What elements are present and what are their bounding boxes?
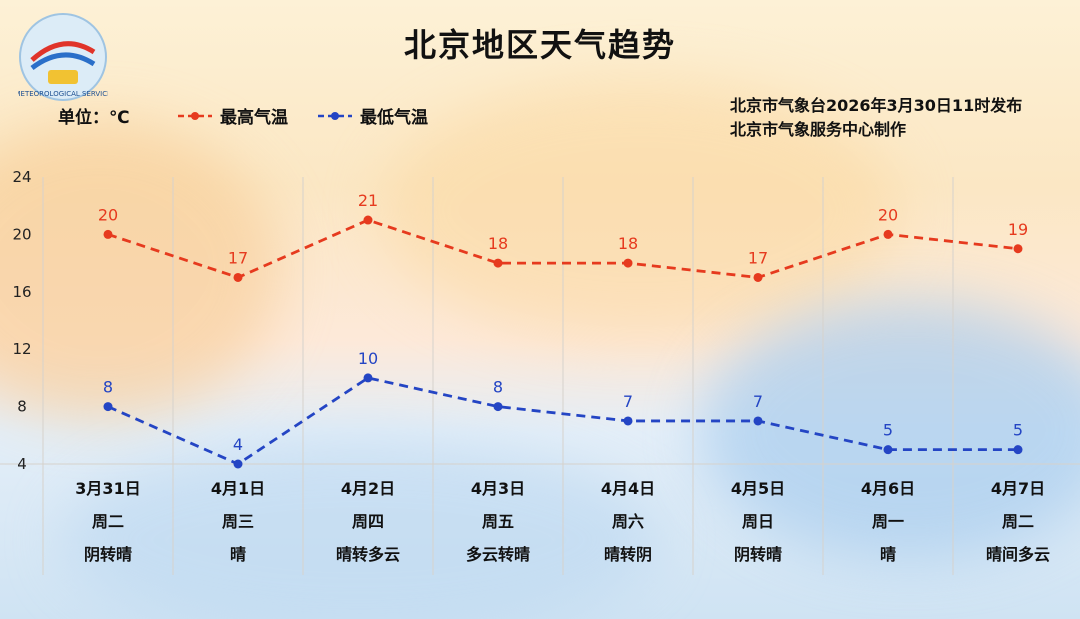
y-tick-label: 20	[12, 225, 31, 243]
unit-label: 单位：℃	[58, 108, 130, 128]
data-label-high: 18	[618, 234, 638, 253]
data-label-low: 7	[753, 392, 763, 411]
x-weather-label: 晴间多云	[986, 545, 1050, 564]
x-weekday-label: 周四	[352, 512, 384, 531]
x-weekday-label: 周五	[482, 512, 514, 531]
data-label-low: 5	[883, 421, 893, 440]
data-label-high: 18	[488, 234, 508, 253]
x-weekday-label: 周二	[1002, 512, 1034, 531]
x-date-label: 4月2日	[341, 479, 395, 498]
page-title: 北京地区天气趋势	[403, 26, 676, 64]
y-tick-label: 24	[12, 168, 31, 186]
data-label-high: 20	[98, 205, 118, 224]
x-weather-label: 阴转晴	[734, 545, 782, 564]
x-date-label: 4月5日	[731, 479, 785, 498]
data-point-high	[623, 258, 633, 268]
x-weather-label: 晴转阴	[604, 545, 652, 564]
data-point-low	[103, 402, 113, 412]
data-label-high: 17	[748, 248, 768, 267]
x-weekday-label: 周日	[742, 512, 774, 531]
data-label-low: 5	[1013, 421, 1023, 440]
data-label-low: 10	[358, 349, 378, 368]
data-label-high: 20	[878, 205, 898, 224]
data-point-low	[623, 416, 633, 426]
meteorological-service-logo: METEOROLOGICAL SERVICE	[18, 13, 108, 101]
data-point-high	[753, 272, 763, 282]
data-label-high: 19	[1008, 220, 1028, 239]
x-weather-label: 阴转晴	[84, 545, 132, 564]
y-tick-label: 12	[12, 340, 31, 358]
series-line-high	[107, 218, 1019, 279]
x-date-label: 3月31日	[75, 479, 140, 498]
data-label-low: 7	[623, 392, 633, 411]
data-point-low	[493, 402, 503, 412]
series-line-low	[107, 376, 1018, 466]
legend-low-label: 最低气温	[360, 108, 428, 128]
x-weekday-label: 周一	[872, 512, 904, 531]
data-point-low	[753, 416, 763, 426]
bg-wash	[700, 300, 1080, 560]
data-point-low	[363, 373, 373, 383]
x-weather-label: 晴	[230, 545, 246, 564]
data-point-high	[1013, 244, 1023, 254]
svg-text:METEOROLOGICAL SERVICE: METEOROLOGICAL SERVICE	[18, 90, 108, 98]
x-date-label: 4月6日	[861, 479, 915, 498]
y-tick-label: 8	[17, 398, 27, 416]
data-point-low	[1013, 445, 1023, 455]
data-label-high: 17	[228, 248, 248, 267]
x-date-label: 4月4日	[601, 479, 655, 498]
y-tick-label: 16	[12, 283, 31, 301]
bg-wash	[380, 80, 900, 340]
x-weather-label: 晴	[880, 545, 896, 564]
legend-low: 最低气温	[318, 103, 428, 128]
issuer-line-2: 北京市气象服务中心制作	[730, 120, 907, 139]
data-label-high: 21	[358, 191, 378, 210]
data-point-low	[883, 445, 893, 455]
x-date-label: 4月7日	[991, 479, 1045, 498]
x-date-label: 4月1日	[211, 479, 265, 498]
x-weather-label: 多云转晴	[466, 545, 530, 564]
data-label-low: 4	[233, 435, 243, 454]
x-weekday-label: 周六	[612, 512, 644, 531]
legend-high-label: 最高气温	[220, 108, 288, 128]
data-label-low: 8	[103, 378, 113, 397]
y-tick-label: 4	[17, 455, 27, 473]
bg-wash	[60, 440, 660, 619]
bg-wash	[0, 120, 280, 420]
data-point-high	[103, 229, 113, 239]
data-point-low	[233, 459, 243, 469]
data-label-low: 8	[493, 378, 503, 397]
x-date-label: 4月3日	[471, 479, 525, 498]
data-point-high	[233, 272, 243, 282]
x-weekday-label: 周三	[222, 512, 254, 531]
x-weather-label: 晴转多云	[336, 545, 400, 564]
data-point-high	[883, 229, 893, 239]
data-point-high	[493, 258, 503, 268]
legend-high: 最高气温	[178, 103, 288, 128]
data-point-high	[363, 215, 373, 225]
x-weekday-label: 周二	[92, 512, 124, 531]
issuer-line-1: 北京市气象台2026年3月30日11时发布	[730, 96, 1023, 115]
